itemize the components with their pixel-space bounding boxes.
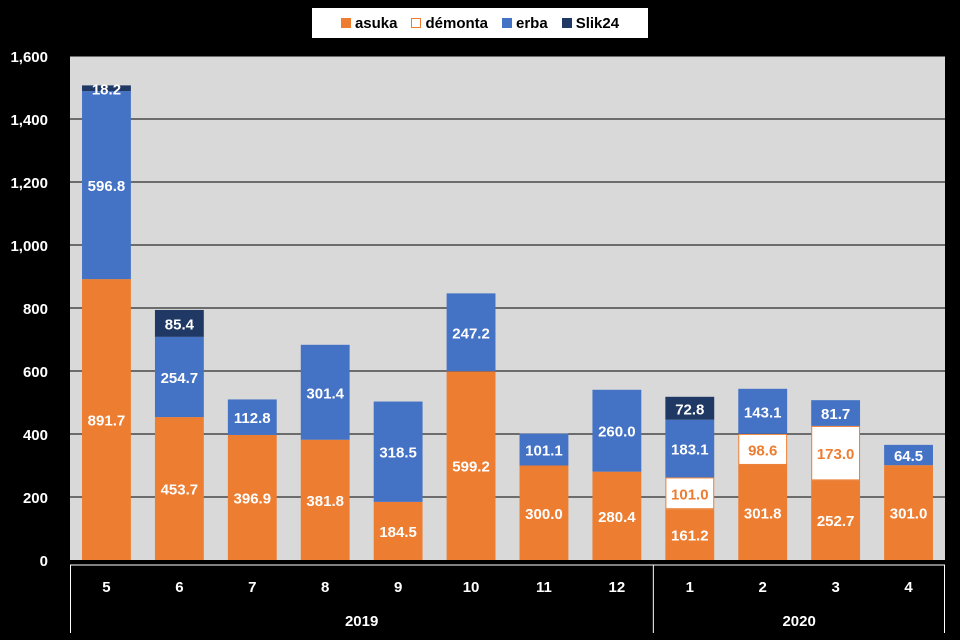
x-tick-label: 2 [759, 579, 767, 596]
data-label: 101.1 [525, 443, 563, 460]
bar-asuka-1 [665, 509, 715, 560]
data-label: 101.0 [671, 486, 709, 503]
legend-swatch-slik24 [561, 18, 572, 28]
bar-asuka-11 [519, 465, 569, 560]
data-label: 260.0 [598, 424, 636, 441]
bar-asuka-2 [738, 464, 788, 560]
data-label: 18.2 [92, 81, 121, 98]
bar-erba-6 [154, 336, 204, 418]
bar-erba-12 [592, 389, 642, 472]
y-tick-label: 1,200 [10, 175, 48, 192]
bar-Slik24-1 [665, 396, 715, 420]
x-tick-label: 5 [102, 579, 110, 596]
x-tick-label: 3 [831, 579, 839, 596]
bar-asuka-8 [300, 439, 350, 560]
data-label: 280.4 [598, 509, 636, 526]
data-label: 254.7 [161, 370, 199, 387]
x-tick-label: 12 [609, 579, 626, 596]
bar-démonta-2 [738, 433, 788, 465]
bar-asuka-10 [446, 371, 496, 560]
data-label: 143.1 [744, 404, 782, 421]
legend-swatch-asuka [340, 18, 351, 28]
data-label: 85.4 [165, 316, 195, 333]
data-label: 81.7 [821, 406, 850, 423]
bar-erba-1 [665, 419, 715, 478]
data-label: 891.7 [88, 413, 126, 430]
legend-swatch-demonta [411, 18, 422, 28]
bar-asuka-7 [227, 434, 277, 560]
bar-asuka-6 [154, 417, 204, 560]
x-tick-label: 6 [175, 579, 183, 596]
x-tick-label: 1 [686, 579, 694, 596]
legend-item-demonta: démonta [411, 15, 488, 32]
legend-item-slik24: Slik24 [561, 14, 620, 32]
bar-asuka-4 [884, 465, 933, 560]
data-label: 596.8 [88, 178, 126, 195]
bar-erba-5 [82, 91, 131, 280]
data-label: 64.5 [894, 448, 923, 465]
data-label: 396.9 [234, 490, 272, 507]
bar-erba-8 [300, 344, 350, 440]
data-label: 247.2 [452, 325, 490, 342]
data-label: 301.0 [890, 506, 928, 523]
bar-erba-9 [373, 401, 423, 502]
bar-erba-7 [227, 399, 277, 435]
y-tick-label: 600 [23, 364, 48, 381]
data-label: 381.8 [306, 493, 344, 510]
bar-Slik24-6 [154, 309, 204, 337]
y-tick-label: 1,400 [10, 112, 48, 129]
y-tick-label: 400 [23, 427, 48, 444]
bar-démonta-1 [665, 477, 715, 510]
bar-erba-11 [519, 433, 569, 466]
legend-swatch-erba [502, 18, 512, 28]
x-tick-label: 7 [248, 579, 256, 596]
y-tick-label: 800 [23, 301, 48, 318]
bar-erba-10 [446, 293, 496, 372]
x-group-label: 2019 [345, 613, 378, 630]
legend-item-asuka: asuka [340, 14, 398, 32]
legend-label-demonta: démonta [425, 14, 488, 32]
legend-item-erba: erba [502, 15, 548, 32]
bar-erba-2 [738, 388, 788, 434]
data-label: 98.6 [748, 442, 777, 459]
data-label: 301.4 [306, 385, 344, 402]
bar-asuka-3 [811, 480, 861, 560]
x-group-label: 2020 [782, 613, 815, 630]
legend-label-asuka: asuka [354, 14, 398, 32]
data-label: 252.7 [817, 513, 855, 530]
data-label: 112.8 [234, 410, 271, 427]
y-tick-label: 1,000 [10, 238, 48, 255]
bar-Slik24-5 [82, 85, 131, 92]
y-tick-label: 0 [40, 553, 48, 570]
x-tick-label: 8 [321, 579, 329, 596]
data-label: 72.8 [675, 401, 704, 418]
data-label: 599.2 [452, 459, 490, 476]
y-tick-label: 200 [23, 490, 48, 507]
data-label: 301.8 [744, 505, 782, 522]
legend-label-erba: erba [516, 14, 548, 32]
bar-asuka-5 [82, 279, 131, 560]
x-tick-label: 10 [463, 579, 480, 596]
legend-label-slik24: Slik24 [575, 14, 620, 32]
data-label: 453.7 [161, 482, 199, 499]
x-tick-label: 11 [536, 579, 552, 596]
data-label: 318.5 [379, 445, 417, 462]
data-label: 161.2 [671, 528, 709, 545]
x-tick-label: 4 [904, 579, 913, 596]
y-tick-label: 1,600 [10, 49, 48, 66]
data-label: 184.5 [379, 524, 417, 541]
bar-erba-3 [811, 400, 861, 426]
bar-démonta-3 [811, 425, 861, 481]
data-label: 183.1 [671, 442, 709, 459]
data-label: 300.0 [525, 506, 563, 523]
data-label: 173.0 [817, 446, 855, 463]
legend: asuka démonta erba Slik24 [312, 8, 648, 38]
bar-asuka-12 [592, 471, 642, 560]
bar-erba-4 [884, 444, 933, 466]
x-tick-label: 9 [394, 579, 402, 596]
bar-asuka-9 [373, 501, 423, 560]
